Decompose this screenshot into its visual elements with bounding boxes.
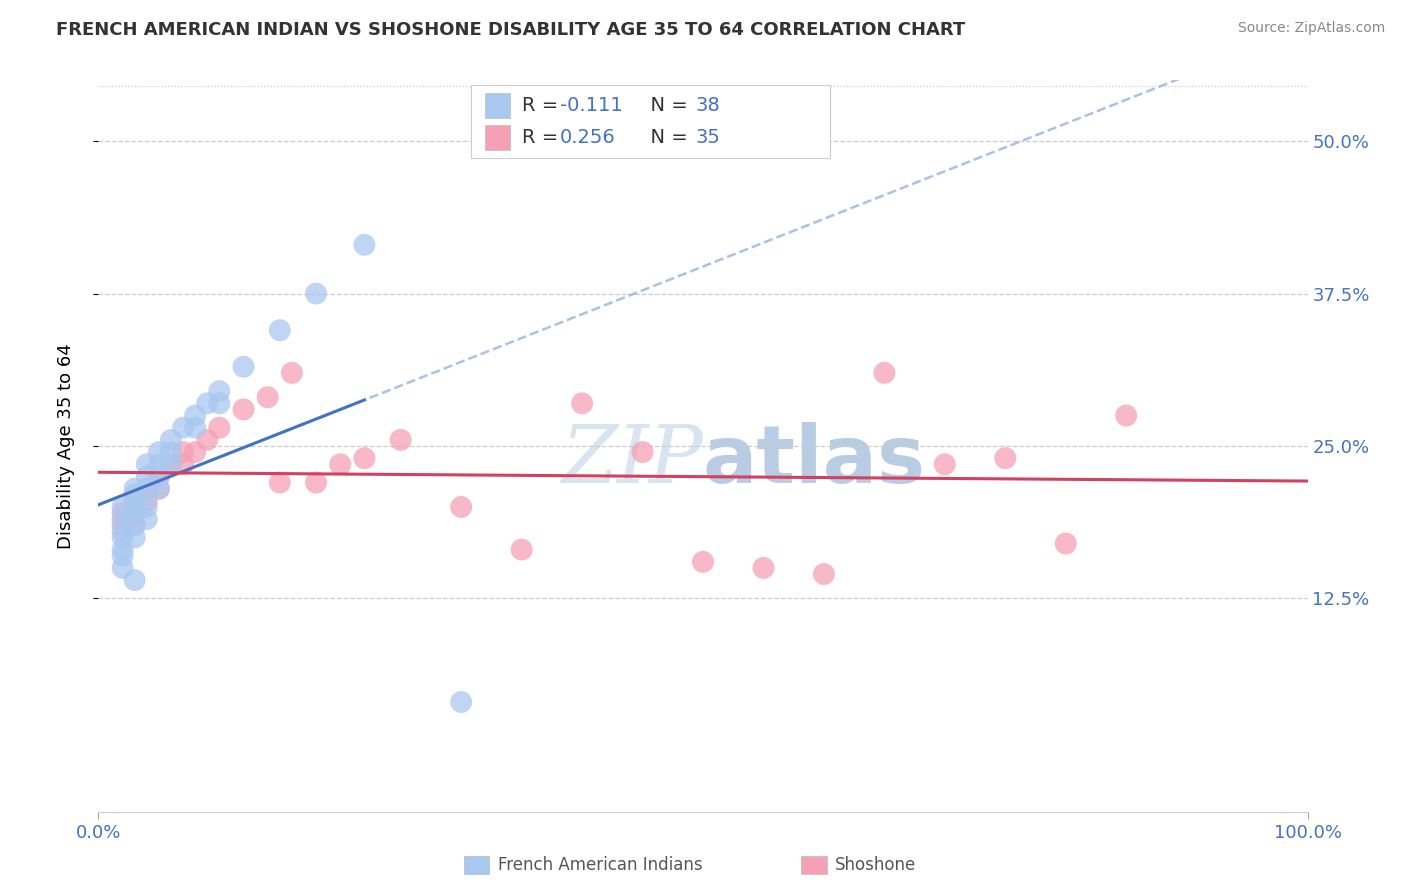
Point <box>160 433 183 447</box>
Point <box>135 494 157 508</box>
Point <box>269 323 291 337</box>
Text: R =: R = <box>522 128 564 147</box>
Point <box>124 488 146 502</box>
Point <box>813 567 835 582</box>
Point <box>305 286 328 301</box>
Point <box>510 542 533 557</box>
Point <box>305 475 328 490</box>
Point <box>124 518 146 533</box>
Point <box>124 530 146 544</box>
Point <box>232 359 254 374</box>
Point <box>994 451 1017 466</box>
Point <box>450 500 472 514</box>
Point <box>124 518 146 533</box>
Point <box>135 482 157 496</box>
Text: R =: R = <box>522 95 564 115</box>
Point <box>172 445 194 459</box>
Point <box>111 512 134 526</box>
Point <box>148 469 170 483</box>
Point <box>631 445 654 459</box>
Text: 38: 38 <box>696 95 721 115</box>
Point <box>873 366 896 380</box>
Point <box>1115 409 1137 423</box>
Point <box>692 555 714 569</box>
Point <box>124 494 146 508</box>
Text: 0.256: 0.256 <box>560 128 616 147</box>
Point <box>195 433 218 447</box>
Point <box>934 458 956 472</box>
Point <box>208 384 231 399</box>
Point <box>111 549 134 563</box>
Text: ZIP: ZIP <box>561 422 703 500</box>
Point <box>160 458 183 472</box>
Point <box>172 421 194 435</box>
Point <box>135 482 157 496</box>
Point <box>353 451 375 466</box>
Text: N =: N = <box>638 95 695 115</box>
Text: N =: N = <box>638 128 695 147</box>
Y-axis label: Disability Age 35 to 64: Disability Age 35 to 64 <box>56 343 75 549</box>
Point <box>124 506 146 520</box>
Text: Shoshone: Shoshone <box>835 856 917 874</box>
Point <box>111 506 134 520</box>
Point <box>135 512 157 526</box>
Point <box>135 458 157 472</box>
Point <box>269 475 291 490</box>
Point <box>281 366 304 380</box>
Point <box>208 396 231 410</box>
Point <box>148 458 170 472</box>
Point <box>450 695 472 709</box>
Point <box>148 482 170 496</box>
Point <box>124 482 146 496</box>
Point <box>124 506 146 520</box>
Point <box>111 500 134 514</box>
Point <box>184 421 207 435</box>
Point <box>148 482 170 496</box>
Point <box>208 421 231 435</box>
Point <box>111 561 134 575</box>
Point <box>752 561 775 575</box>
Point <box>111 524 134 539</box>
Point <box>124 500 146 514</box>
Point <box>195 396 218 410</box>
Point <box>124 573 146 587</box>
Point <box>389 433 412 447</box>
Text: French American Indians: French American Indians <box>498 856 703 874</box>
Point <box>184 409 207 423</box>
Text: FRENCH AMERICAN INDIAN VS SHOSHONE DISABILITY AGE 35 TO 64 CORRELATION CHART: FRENCH AMERICAN INDIAN VS SHOSHONE DISAB… <box>56 21 966 38</box>
Point <box>329 458 352 472</box>
Point <box>184 445 207 459</box>
Point <box>160 458 183 472</box>
Point <box>256 390 278 404</box>
Point <box>148 445 170 459</box>
Point <box>111 518 134 533</box>
Point <box>571 396 593 410</box>
Point <box>148 469 170 483</box>
Point <box>135 500 157 514</box>
Text: -0.111: -0.111 <box>560 95 623 115</box>
Point <box>135 469 157 483</box>
Point <box>172 458 194 472</box>
Text: atlas: atlas <box>703 422 927 500</box>
Point <box>111 530 134 544</box>
Point <box>353 238 375 252</box>
Point <box>1054 536 1077 550</box>
Point <box>111 542 134 557</box>
Point <box>124 494 146 508</box>
Point <box>160 445 183 459</box>
Text: 35: 35 <box>696 128 721 147</box>
Point <box>232 402 254 417</box>
Text: Source: ZipAtlas.com: Source: ZipAtlas.com <box>1237 21 1385 35</box>
